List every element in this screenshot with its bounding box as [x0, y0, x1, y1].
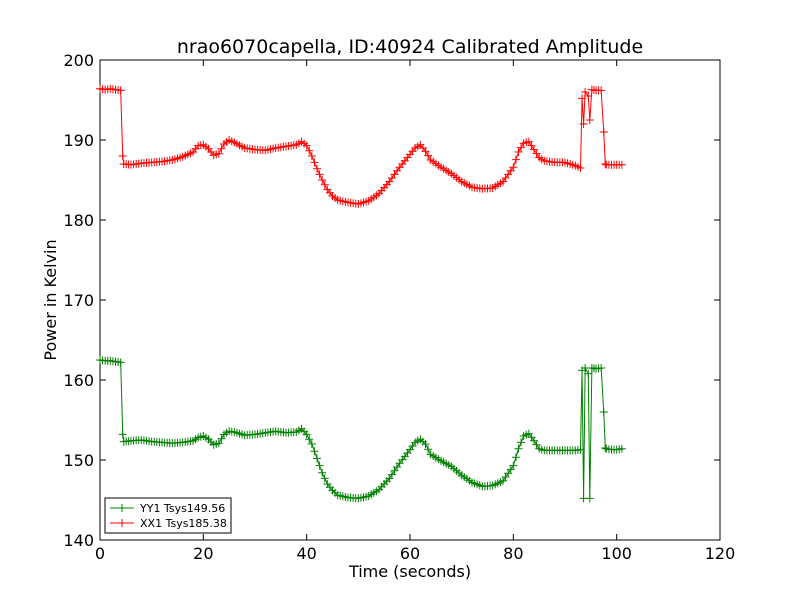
- data-point-marker: [118, 430, 127, 439]
- y-tick-label: 200: [63, 51, 94, 70]
- y-axis-label: Power in Kelvin: [41, 239, 60, 360]
- data-point-marker: [310, 158, 319, 167]
- data-point-marker: [424, 151, 433, 160]
- data-point-marker: [315, 170, 324, 179]
- data-point-marker: [214, 149, 223, 158]
- x-tick-label: 100: [601, 544, 632, 563]
- data-point-marker: [585, 494, 594, 503]
- data-point-marker: [514, 148, 523, 156]
- data-point-marker: [601, 160, 610, 168]
- y-tick-label: 140: [63, 531, 94, 550]
- data-point-marker: [116, 86, 125, 95]
- data-point-marker: [514, 444, 523, 453]
- y-tick-label: 160: [63, 371, 94, 390]
- data-point-marker: [576, 445, 585, 454]
- y-tick-label: 180: [63, 211, 94, 230]
- series-layer: [96, 84, 626, 503]
- data-point-marker: [217, 144, 226, 153]
- data-point-marker: [511, 155, 520, 164]
- legend-entries: YY1 Tsys149.56 XX1 Tsys185.38: [110, 502, 227, 530]
- x-axis-label: Time (seconds): [348, 562, 471, 581]
- data-point-marker: [576, 164, 585, 172]
- data-point-marker: [511, 453, 520, 462]
- data-point-marker: [305, 146, 314, 155]
- data-point-marker: [578, 94, 587, 103]
- data-point-marker: [585, 116, 594, 124]
- data-point-marker: [310, 447, 319, 456]
- series-1: [96, 84, 626, 208]
- data-point-marker: [318, 468, 327, 477]
- data-point-marker: [421, 440, 430, 448]
- legend-label: XX1 Tsys185.38: [140, 517, 227, 530]
- y-tick-label: 150: [63, 451, 94, 470]
- data-point-marker: [116, 358, 125, 367]
- data-point-marker: [517, 438, 526, 447]
- x-tick-label: 60: [400, 544, 420, 563]
- data-point-marker: [584, 92, 593, 100]
- data-point-marker: [214, 439, 223, 448]
- data-point-marker: [318, 176, 327, 184]
- data-point-marker: [118, 152, 127, 160]
- data-point-marker: [315, 461, 324, 470]
- data-point-marker: [305, 435, 314, 444]
- x-tick-label: 20: [193, 544, 213, 563]
- ticks-layer: 0 20 40 60 80 100 120 140 150 160 170 180 190 200: [63, 51, 735, 563]
- data-point-marker: [307, 152, 316, 160]
- data-point-marker: [302, 430, 311, 439]
- data-point-marker: [509, 461, 518, 470]
- data-point-marker: [307, 440, 316, 448]
- data-point-marker: [617, 160, 626, 169]
- data-point-marker: [601, 444, 610, 452]
- data-point-marker: [421, 147, 430, 156]
- data-point-marker: [320, 180, 329, 189]
- legend-swatch-marker: [118, 504, 126, 512]
- data-point-marker: [599, 128, 608, 136]
- legend-swatch-marker: [118, 519, 126, 527]
- data-point-marker: [597, 86, 606, 95]
- data-point-marker: [313, 164, 321, 173]
- legend-box: [104, 497, 232, 534]
- data-point-marker: [584, 369, 593, 378]
- y-tick-label: 170: [63, 291, 94, 310]
- data-point-marker: [313, 454, 321, 463]
- data-point-marker: [509, 163, 518, 172]
- data-point-marker: [320, 474, 329, 483]
- data-point-marker: [599, 408, 608, 416]
- data-point-marker: [617, 444, 626, 453]
- data-point-marker: [579, 120, 588, 128]
- legend: YY1 Tsys149.56 XX1 Tsys185.38: [104, 497, 232, 534]
- data-point-marker: [517, 143, 526, 152]
- data-point-marker: [597, 364, 606, 372]
- plot-area: [99, 59, 721, 541]
- x-tick-label: 120: [705, 544, 736, 563]
- data-point-marker: [581, 364, 590, 372]
- x-tick-label: 80: [503, 544, 523, 563]
- x-tick-label: 40: [296, 544, 316, 563]
- legend-label: YY1 Tsys149.56: [139, 502, 225, 515]
- data-point-marker: [424, 445, 433, 454]
- chart-title: nrao6070capella, ID:40924 Calibrated Amp…: [177, 36, 643, 58]
- series-0: [96, 356, 626, 503]
- y-tick-label: 190: [63, 131, 94, 150]
- x-tick-label: 0: [95, 544, 105, 563]
- data-point-marker: [302, 141, 311, 150]
- data-point-marker: [217, 434, 226, 443]
- axes-frame: [99, 59, 721, 541]
